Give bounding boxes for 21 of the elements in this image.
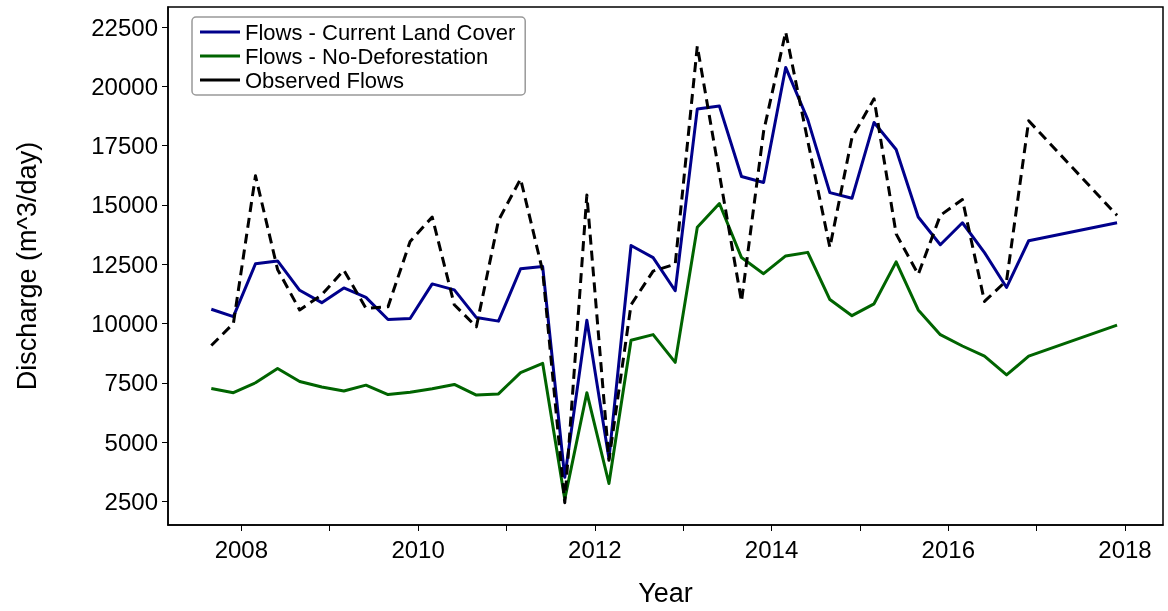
legend-label: Observed Flows	[245, 67, 404, 93]
y-tick-label: 20000	[91, 72, 158, 100]
legend-label: Flows - No-Deforestation	[245, 43, 489, 69]
y-tick-label: 5000	[104, 428, 158, 456]
legend-label: Flows - Current Land Cover	[245, 19, 516, 45]
x-tick-label: 2018	[1098, 535, 1152, 563]
y-tick-label: 22500	[91, 13, 158, 41]
y-tick-label: 10000	[91, 309, 158, 337]
y-tick-label: 15000	[91, 191, 158, 219]
y-tick-label: 7500	[104, 369, 158, 397]
x-tick-label: 2010	[391, 535, 445, 563]
y-tick-label: 2500	[104, 487, 158, 515]
y-tick-label: 17500	[91, 132, 158, 160]
x-tick-label: 2008	[214, 535, 269, 563]
x-tick-label: 2016	[921, 535, 975, 563]
y-tick-label: 12500	[91, 250, 158, 278]
x-tick-label: 2014	[744, 535, 799, 563]
x-tick-label: 2012	[568, 535, 622, 563]
y-axis-title: Discharge (m^3/day)	[11, 141, 42, 391]
x-axis-title: Year	[638, 577, 693, 608]
line-series	[209, 202, 1119, 501]
